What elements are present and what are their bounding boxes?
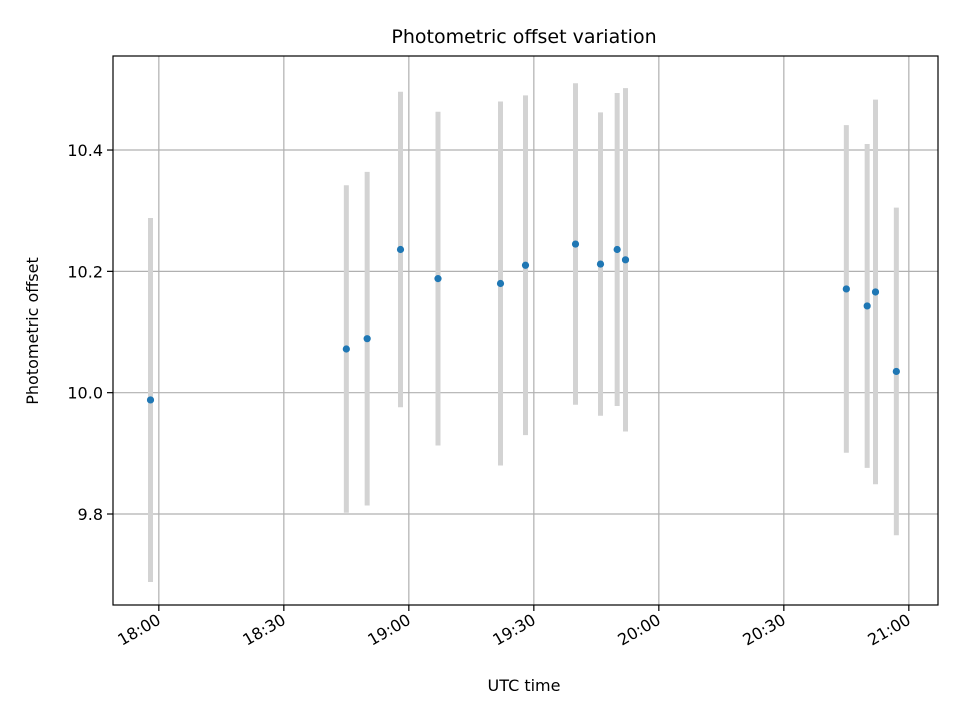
y-tick-label: 10.2 <box>67 262 103 281</box>
data-point <box>521 261 530 269</box>
x-tick-label: 20:00 <box>614 610 663 650</box>
data-point <box>613 245 621 254</box>
data-point <box>146 396 155 404</box>
y-tick-label: 10.0 <box>67 384 103 403</box>
y-tick-label: 9.8 <box>78 505 103 524</box>
data-points <box>146 240 900 404</box>
data-point <box>621 256 630 264</box>
x-tick-label: 18:30 <box>239 610 288 650</box>
data-point <box>434 275 442 283</box>
data-point <box>892 367 900 376</box>
data-point <box>571 240 580 248</box>
data-point <box>496 279 505 288</box>
x-tick-label: 19:00 <box>364 610 413 650</box>
data-point <box>863 302 871 310</box>
x-tick-label: 18:00 <box>114 610 163 650</box>
data-point <box>596 260 605 268</box>
x-tick-label: 19:30 <box>489 610 538 650</box>
error-bars <box>148 83 899 582</box>
chart-title: Photometric offset variation <box>391 26 656 48</box>
x-tick-label: 21:00 <box>864 610 913 650</box>
y-tick-label: 10.4 <box>67 141 103 160</box>
x-tick-label: 20:30 <box>739 610 788 650</box>
y-axis-ticks: 9.8 10.0 10.2 10.4 <box>67 141 113 524</box>
plot-frame <box>112 55 939 606</box>
data-point <box>871 288 880 296</box>
data-point <box>363 335 371 343</box>
y-axis-label: Photometric offset <box>23 257 42 405</box>
data-point <box>342 345 350 353</box>
x-axis-label: UTC time <box>488 676 561 695</box>
data-point <box>842 285 850 293</box>
x-axis-ticks: 18:00 18:30 19:00 19:30 20:00 20:30 21:00 <box>114 605 914 650</box>
data-point <box>396 245 405 254</box>
